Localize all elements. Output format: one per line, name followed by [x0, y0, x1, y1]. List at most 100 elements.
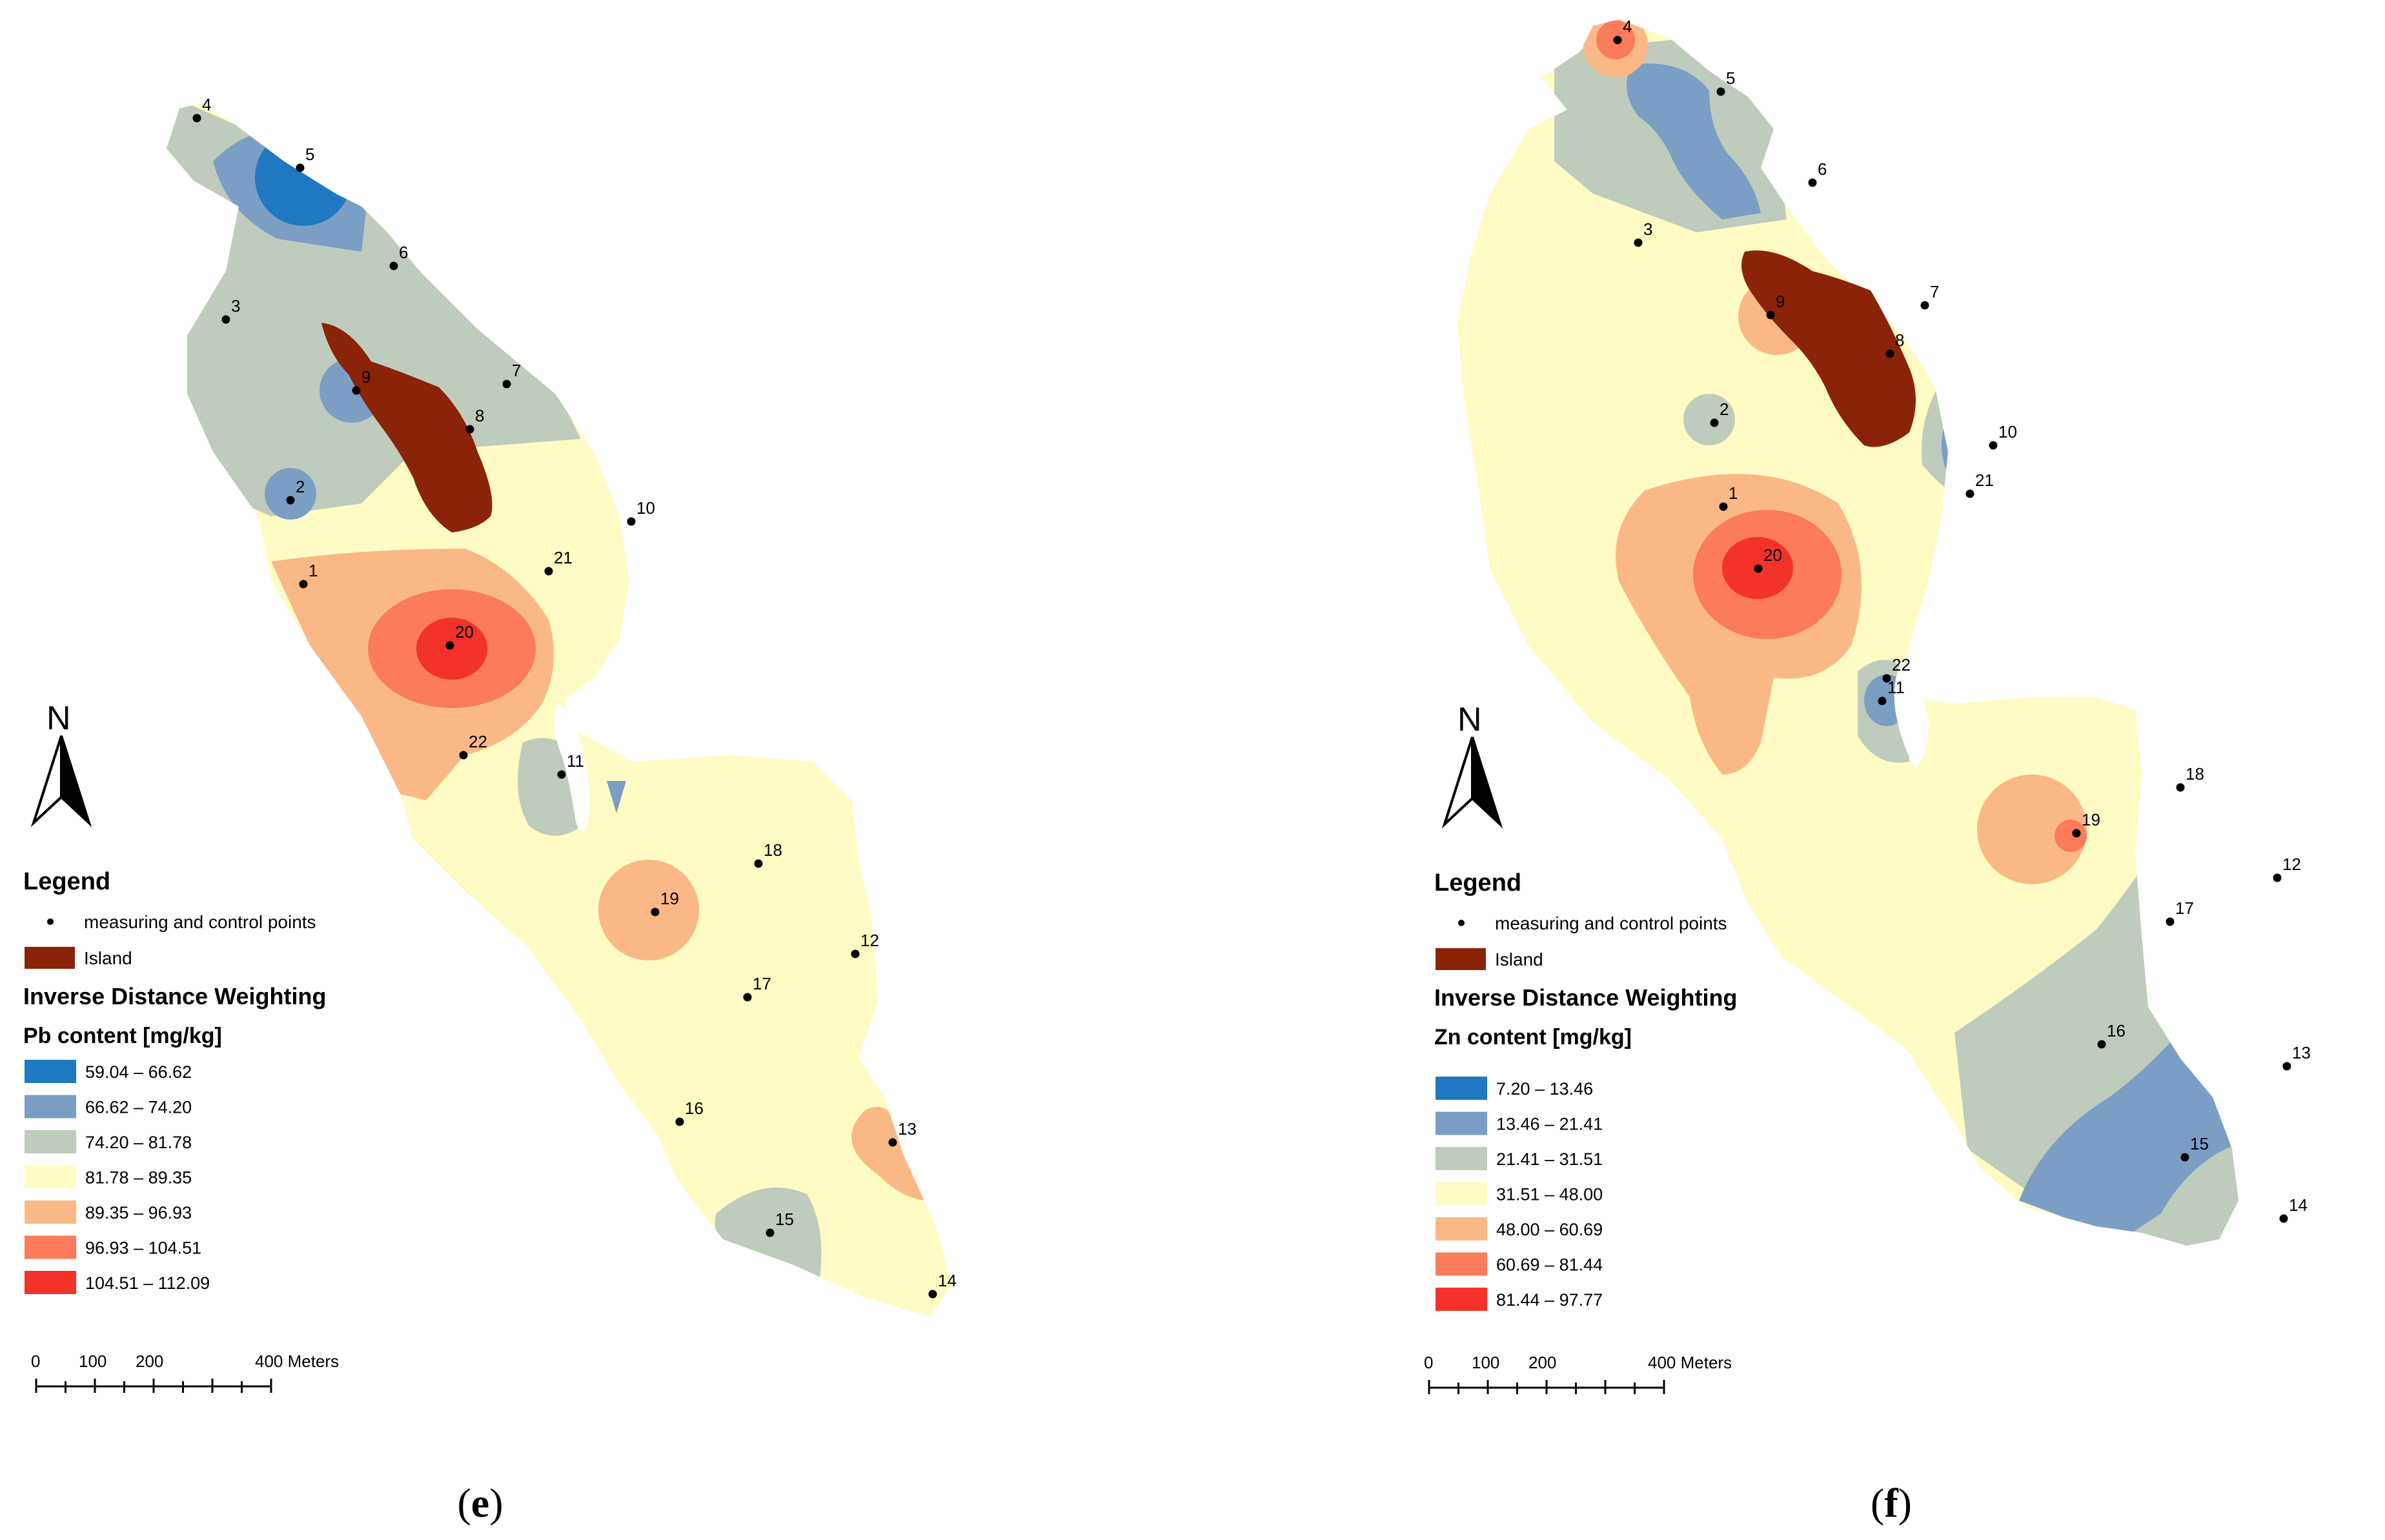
sampling-point-18: [2176, 783, 2185, 792]
sampling-point-label-9: 9: [361, 367, 370, 387]
sampling-point-label-5: 5: [305, 145, 314, 164]
sampling-point-label-1: 1: [1729, 483, 1738, 503]
sampling-point-label-15: 15: [2190, 1134, 2209, 1153]
legend-swatch-1: [25, 1060, 76, 1083]
legend-island-label: Island: [1495, 949, 1543, 969]
north-label: N: [1457, 701, 1482, 738]
north-arrow-icon: [1441, 736, 1474, 829]
sampling-point-13: [2282, 1062, 2291, 1071]
sampling-point-label-14: 14: [2289, 1195, 2308, 1215]
zone-66-74-p2: [265, 468, 316, 520]
sampling-point-3: [1634, 238, 1643, 247]
scale-t3: 400 Meters: [1648, 1353, 1732, 1372]
sampling-point-15: [2180, 1153, 2189, 1162]
sampling-point-9: [1766, 310, 1775, 319]
panel-caption: (f): [1871, 1480, 1912, 1526]
sampling-point-14: [928, 1290, 937, 1299]
sampling-point-2: [1710, 418, 1719, 427]
island: [1741, 250, 1916, 447]
sampling-point-7: [1920, 301, 1929, 310]
legend-swatch-2: [25, 1095, 76, 1119]
zone-66-74-p11: [607, 781, 626, 813]
sampling-point-17: [2166, 917, 2175, 926]
legend-range-5: 48.00 – 60.69: [1496, 1220, 1603, 1239]
legend-swatch-7: [25, 1271, 76, 1294]
sampling-point-label-2: 2: [296, 477, 305, 496]
legend-range-4: 31.51 – 48.00: [1496, 1185, 1603, 1204]
sampling-point-12: [851, 949, 860, 958]
sampling-point-11: [557, 770, 566, 779]
sampling-point-label-12: 12: [2282, 855, 2301, 874]
sampling-point-17: [743, 993, 752, 1002]
sampling-point-4: [1613, 35, 1622, 45]
legend-range-3: 21.41 – 31.51: [1496, 1150, 1603, 1169]
sampling-point-label-3: 3: [231, 296, 240, 316]
legend-swatch-5: [1436, 1217, 1487, 1241]
bay-gap: [1894, 658, 1929, 768]
sampling-point-label-20: 20: [1763, 545, 1782, 565]
zone-89-96-p19: [598, 860, 699, 960]
sampling-point-16: [675, 1117, 684, 1126]
legend-range-3: 74.20 – 81.78: [85, 1133, 192, 1152]
sampling-point-22: [1882, 674, 1891, 683]
legend-range-2: 66.62 – 74.20: [85, 1098, 192, 1117]
legend-swatch-6: [1436, 1252, 1487, 1276]
sampling-point-label-11: 11: [567, 751, 584, 771]
legend-swatch-5: [25, 1201, 76, 1224]
point-symbol-icon: [47, 918, 54, 925]
legend-variable: Zn content [mg/kg]: [1434, 1025, 1632, 1049]
sampling-point-2: [286, 496, 295, 505]
legend-range-2: 13.46 – 21.41: [1496, 1115, 1603, 1134]
sampling-point-13: [888, 1138, 897, 1147]
sampling-point-12: [2273, 873, 2282, 882]
sampling-point-label-13: 13: [2292, 1043, 2311, 1062]
sampling-point-label-6: 6: [1818, 159, 1827, 179]
sampling-point-label-16: 16: [685, 1099, 704, 1118]
legend-swatch-4: [1436, 1182, 1487, 1206]
sampling-point-6: [1808, 178, 1817, 187]
scale-t3: 400 Meters: [255, 1352, 339, 1371]
legend-points-label: measuring and control points: [84, 912, 316, 932]
sampling-point-5: [1716, 87, 1725, 96]
zone-48-60-p19: [1977, 775, 2087, 884]
sampling-point-16: [2097, 1040, 2106, 1049]
point-symbol-icon: [1458, 920, 1465, 926]
zone-60-81-p19: [2055, 820, 2087, 852]
sampling-point-20: [1754, 564, 1763, 573]
sampling-point-6: [389, 261, 398, 270]
sampling-point-label-13: 13: [898, 1119, 917, 1139]
sampling-point-4: [192, 114, 201, 123]
scale-t1: 100: [1472, 1353, 1499, 1372]
map-panel-e: 1 2 3 4 5 6 7 8 9 10 11 12 13 14 15 16 17 18 19 20 21 22 N Le…: [0, 0, 1192, 1540]
scale-t0: 0: [31, 1352, 40, 1371]
sampling-point-label-8: 8: [1895, 330, 1904, 350]
legend-points-label: measuring and control points: [1495, 913, 1727, 933]
sampling-point-label-17: 17: [753, 974, 771, 993]
legend-method: Inverse Distance Weighting: [23, 983, 326, 1009]
sampling-point-3: [221, 315, 230, 324]
scale-t1: 100: [79, 1352, 107, 1371]
sampling-point-label-7: 7: [512, 361, 521, 380]
legend-range-1: 59.04 – 66.62: [85, 1062, 192, 1082]
sampling-point-22: [459, 751, 468, 760]
zone-31-48-p14: [2242, 1181, 2326, 1265]
sampling-point-label-19: 19: [2082, 810, 2100, 829]
sampling-point-label-18: 18: [2186, 764, 2204, 784]
scale-t2: 200: [1528, 1353, 1556, 1372]
sampling-point-21: [544, 567, 553, 576]
legend-swatch-6: [25, 1235, 76, 1259]
legend-variable: Pb content [mg/kg]: [23, 1024, 222, 1048]
legend-swatch-4: [25, 1165, 76, 1189]
zone-89-96-p13: [851, 1107, 929, 1201]
north-arrow-icon: [30, 735, 63, 827]
sampling-point-1: [299, 580, 308, 589]
scale-t0: 0: [1424, 1353, 1433, 1372]
sampling-point-7: [502, 380, 511, 389]
legend-classes: 7.20 – 13.46 13.46 – 21.41 21.41 – 31.51 31…: [1436, 1077, 1603, 1311]
bay-gap: [554, 704, 590, 831]
island-swatch: [1436, 948, 1486, 970]
sampling-point-14: [2279, 1214, 2288, 1223]
zone-59-66-p5: [255, 129, 352, 226]
sampling-point-label-12: 12: [860, 931, 879, 950]
